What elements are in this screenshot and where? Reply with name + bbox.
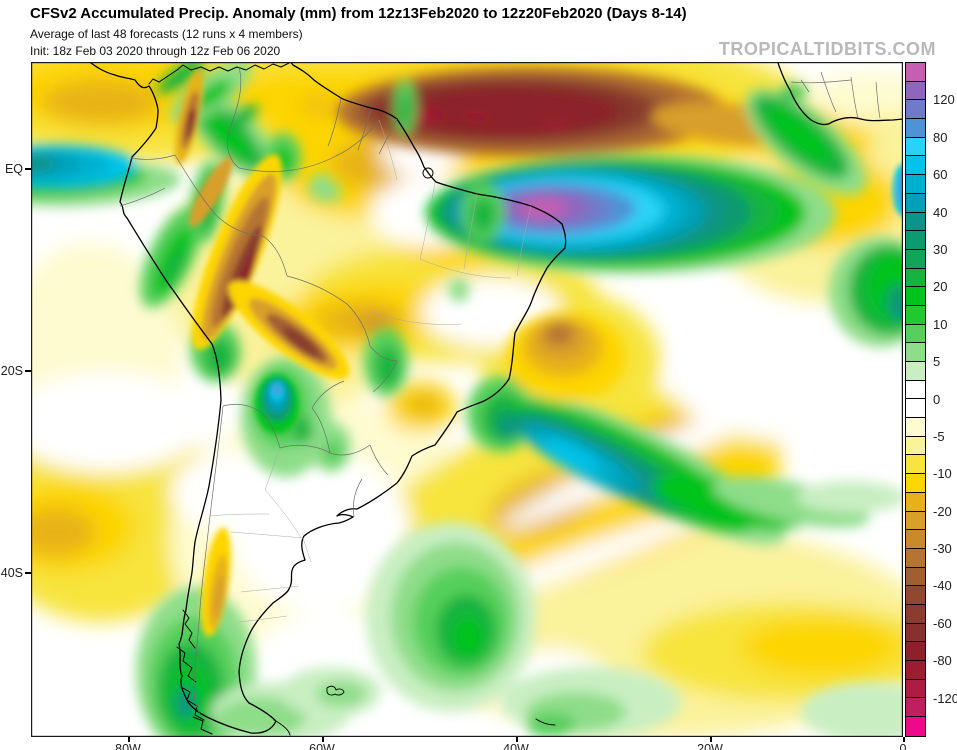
colorbar-segment — [906, 511, 925, 531]
colorbar-tick-label: 20 — [933, 279, 948, 295]
lat-tick-mark — [25, 370, 31, 372]
lon-tick-mark — [710, 737, 712, 742]
colorbar-segment — [906, 249, 925, 269]
caribbean-north-coastline — [148, 62, 290, 85]
colorbar-segment — [906, 679, 925, 699]
colorbar-segment — [906, 604, 925, 624]
colorbar-segment — [906, 455, 925, 475]
colorbar-tick-label: -20 — [933, 503, 952, 519]
africa-coastline — [776, 62, 903, 126]
colorbar-tick-label: -10 — [933, 466, 952, 482]
colorbar-segment — [906, 137, 925, 157]
latitude-axis: EQ 20S 40S — [0, 62, 31, 737]
colorbar-segment — [906, 100, 925, 120]
colorbar-tick-label: 30 — [933, 241, 948, 257]
colorbar-tick-label: -30 — [933, 541, 952, 557]
colorbar-segment — [906, 362, 925, 381]
colorbar-tick-label: -40 — [933, 578, 952, 594]
colorbar-tick-label: -60 — [933, 615, 952, 631]
colorbar-segment — [906, 399, 925, 419]
lon-tick-label: 80W — [115, 742, 141, 750]
colorbar-tick-label: 0 — [933, 391, 941, 407]
colorbar-segment — [906, 586, 925, 605]
colorbar-segment — [906, 623, 925, 643]
south-america-coastline — [88, 62, 567, 734]
subtitle-forecast-average: Average of last 48 forecasts (12 runs x … — [30, 27, 303, 41]
colorbar-tick-label: 40 — [933, 204, 948, 220]
colorbar-segment — [906, 418, 925, 437]
colorbar-segment — [906, 380, 925, 400]
anomaly-ridges-layer — [175, 70, 903, 637]
marajo-island — [422, 167, 434, 179]
colorbar-labels: 120 80 60 40 30 20 10 5 0 -5 -10 -20 -30 -40 -60 -80 -12… — [931, 62, 957, 737]
lat-tick-label: 40S — [0, 566, 23, 580]
page-title: CFSv2 Accumulated Precip. Anomaly (mm) f… — [30, 5, 687, 22]
colorbar-segment — [906, 212, 925, 232]
map-svg — [31, 62, 903, 737]
colorbar-segment — [906, 305, 925, 325]
lat-tick-mark — [25, 168, 31, 170]
colorbar-segment — [906, 268, 925, 288]
lon-tick-mark — [322, 737, 324, 742]
colorbar-tick-label: 120 — [933, 92, 955, 108]
colorbar-segment — [906, 492, 925, 512]
anomaly-blobs-layer — [31, 62, 903, 737]
chile-fjords — [176, 609, 291, 736]
map-plot-area — [31, 62, 903, 737]
colorbar-segment — [906, 474, 925, 493]
colorbar-segment — [906, 175, 925, 194]
colorbar-tick-label: 60 — [933, 167, 948, 183]
colorbar-tick-label: 5 — [933, 354, 941, 370]
colorbar-segment — [906, 156, 925, 176]
colorbar-segment — [906, 63, 925, 82]
lon-tick-label: 0 — [899, 742, 907, 750]
colorbar-segment — [906, 193, 925, 213]
site-watermark: TROPICALTIDBITS.COM — [718, 39, 936, 59]
south-georgia-island — [535, 718, 556, 726]
colorbar-segment — [906, 343, 925, 362]
colorbar-segment — [906, 119, 925, 138]
colorbar-segment — [906, 717, 925, 736]
country-borders-layer — [119, 66, 881, 719]
colorbar-segment — [906, 567, 925, 587]
lat-tick-mark — [25, 572, 31, 574]
falkland-islands — [326, 685, 345, 696]
colorbar-segment — [906, 231, 925, 250]
state-borders-layer — [209, 119, 532, 623]
colorbar-segment — [906, 436, 925, 456]
colorbar-segment — [906, 642, 925, 661]
longitude-axis: 80W 60W 40W 20W 0 — [0, 737, 957, 750]
colorbar-segment — [906, 81, 925, 101]
lon-tick-mark — [128, 737, 130, 742]
lon-tick-label: 20W — [697, 742, 723, 750]
lon-tick-mark — [903, 737, 905, 742]
colorbar-segment — [906, 661, 925, 680]
colorbar-tick-label: -120 — [933, 690, 957, 706]
colorbar-tick-label: 80 — [933, 129, 948, 145]
lat-tick-label: 20S — [0, 364, 23, 378]
lon-tick-label: 40W — [503, 742, 529, 750]
subtitle-init-range: Init: 18z Feb 03 2020 through 12z Feb 06… — [30, 44, 281, 58]
colorbar-segment — [906, 530, 925, 549]
colorbar-segment — [906, 287, 925, 306]
lon-tick-mark — [516, 737, 518, 742]
lat-tick-label: EQ — [4, 162, 23, 176]
map-border — [31, 62, 903, 737]
colorbar-segment — [906, 548, 925, 568]
lon-tick-label: 60W — [309, 742, 335, 750]
colorbar-tick-label: -80 — [933, 653, 952, 669]
colorbar-segment — [906, 324, 925, 344]
colorbar-tick-label: -5 — [933, 428, 945, 444]
colorbar — [905, 62, 926, 737]
coastline-layer — [88, 62, 903, 736]
colorbar-segment — [906, 698, 925, 718]
colorbar-tick-label: 10 — [933, 316, 948, 332]
